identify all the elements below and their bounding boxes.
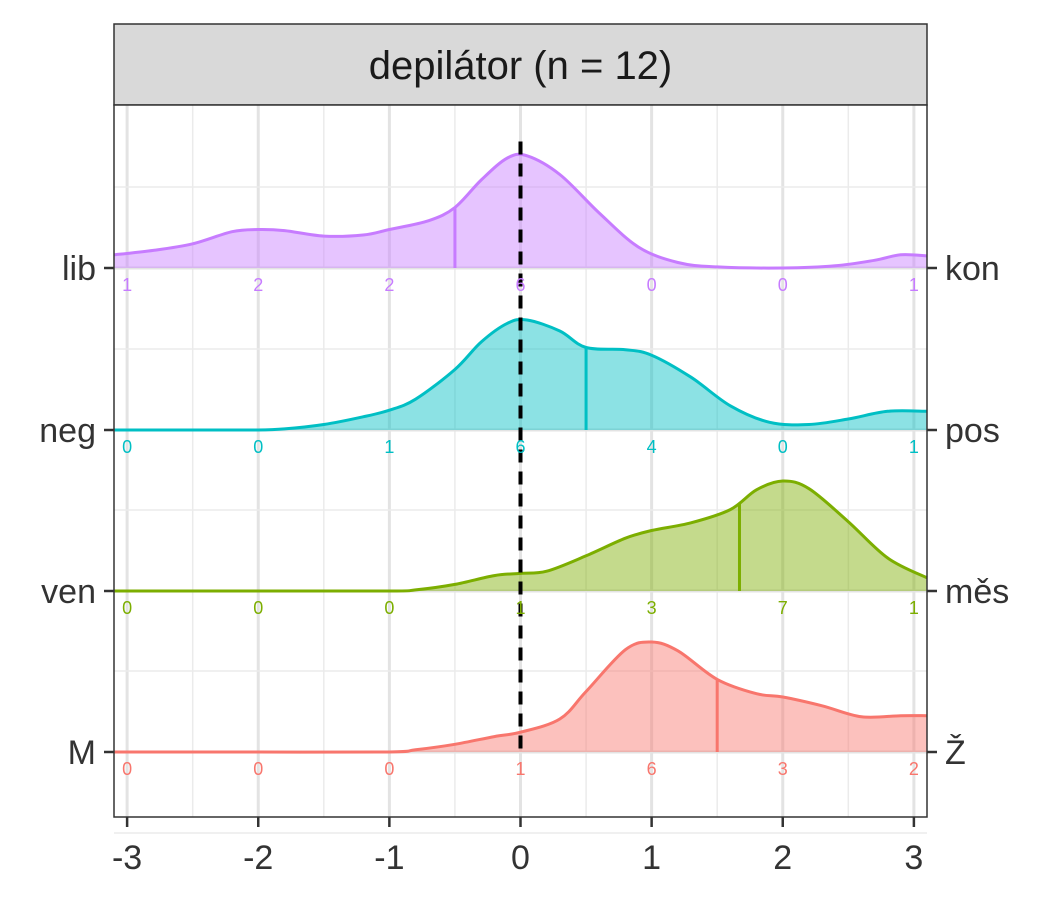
count-label: 1 (122, 275, 132, 295)
y-label-left: neg (39, 412, 96, 450)
ridge-line (114, 479, 928, 593)
count-label: 6 (515, 437, 525, 457)
count-label: 1 (384, 437, 394, 457)
x-tick-label: -2 (243, 839, 273, 877)
x-tick-label: 1 (642, 839, 661, 877)
ridge-line (113, 152, 928, 270)
count-label: 7 (778, 598, 788, 618)
count-label: 0 (778, 275, 788, 295)
count-label: 0 (122, 759, 132, 779)
facet-strip (113, 23, 928, 106)
count-label: 0 (647, 275, 657, 295)
count-label: 0 (778, 437, 788, 457)
y-label-left: lib (62, 250, 96, 288)
count-label: 3 (778, 759, 788, 779)
y-label-right: kon (945, 250, 1000, 288)
count-label: 0 (384, 598, 394, 618)
count-labels: 1 2 2 6 0 0 10 0 1 6 4 0 10 0 0 1 3 7 10 0 0 1 6 3 2 (122, 275, 919, 779)
x-tick-label: -1 (374, 839, 404, 877)
ridge-line (114, 317, 928, 432)
count-label: 2 (384, 275, 394, 295)
count-label: 0 (122, 598, 132, 618)
count-label: 0 (253, 598, 263, 618)
count-label: 2 (253, 275, 263, 295)
x-tick-label: 2 (773, 839, 792, 877)
count-label: 3 (647, 598, 657, 618)
count-label: 1 (909, 598, 919, 618)
count-label: 2 (909, 759, 919, 779)
y-label-left: M (68, 734, 96, 772)
count-label: 1 (515, 759, 525, 779)
y-label-right: Ž (945, 734, 966, 772)
y-label-right: pos (945, 412, 1000, 450)
count-label: 1 (909, 275, 919, 295)
y-label-left: ven (41, 573, 96, 611)
count-label: 1 (909, 437, 919, 457)
count-label: 0 (253, 759, 263, 779)
count-label: 4 (647, 437, 657, 457)
count-label: 6 (647, 759, 657, 779)
ridge-area (114, 641, 927, 753)
facet-title: depilátor (n = 12) (369, 44, 673, 88)
ridge-line (114, 640, 928, 754)
ridge-area (114, 480, 927, 592)
count-label: 1 (515, 598, 525, 618)
x-tick-label: 3 (904, 839, 923, 877)
count-label: 6 (515, 275, 525, 295)
y-label-right: měs (945, 573, 1009, 611)
x-tick-label: -3 (112, 839, 142, 877)
count-label: 0 (384, 759, 394, 779)
x-tick-label: 0 (511, 839, 530, 877)
count-label: 0 (122, 437, 132, 457)
count-label: 0 (253, 437, 263, 457)
axes: lib kon neg pos ven měs M Ž -3 -2 -1 0 1 2 3 (39, 250, 1009, 877)
